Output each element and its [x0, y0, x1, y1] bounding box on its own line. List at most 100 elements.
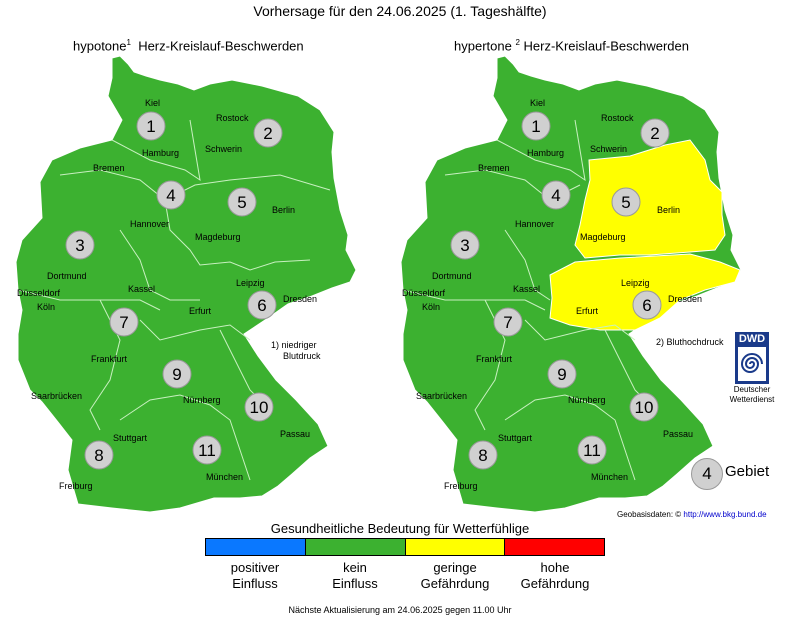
region-marker-10: 10: [629, 392, 659, 422]
svg-text:3: 3: [75, 236, 84, 255]
legend-label-low-risk: geringe Gefährdung: [405, 560, 505, 592]
region-marker-4: 4: [541, 180, 571, 210]
legend-swatch-positive: [206, 539, 306, 555]
dwd-name-line1: Deutscher: [733, 385, 771, 394]
footnote-1-line1: 1) niedriger: [271, 340, 317, 350]
city-label: Köln: [422, 302, 440, 312]
region-marker-2: 2: [253, 118, 283, 148]
city-label: Nürnberg: [183, 395, 221, 405]
svg-text:11: 11: [583, 441, 601, 460]
svg-text:8: 8: [94, 446, 103, 465]
legend-label-line: geringe: [433, 560, 477, 575]
legend-swatch-high-risk: [505, 539, 604, 555]
dwd-swirl-icon: [738, 347, 766, 381]
city-label: Rostock: [216, 113, 249, 123]
region-marker-11: 11: [192, 435, 222, 465]
city-label: Saarbrücken: [31, 391, 82, 401]
svg-text:1: 1: [146, 117, 155, 136]
city-label: Magdeburg: [195, 232, 241, 242]
region-markers-left: 1 2 3 4 5 6 7 8 9 10 11: [65, 111, 283, 470]
legend-swatch-low-risk: [405, 539, 506, 555]
svg-text:2: 2: [263, 124, 272, 143]
map-footnote-mark: 1: [126, 38, 131, 47]
svg-text:6: 6: [642, 296, 651, 315]
city-label: Berlin: [657, 205, 680, 215]
geobasis-link[interactable]: http://www.bkg.bund.de: [683, 510, 767, 519]
region-5-yellow: [574, 139, 726, 259]
map-type-label: hypertone: [454, 38, 512, 54]
city-label: Frankfurt: [476, 354, 513, 364]
region-marker-3: 3: [450, 230, 480, 260]
legend-label-line: Einfluss: [232, 576, 278, 591]
city-label: Stuttgart: [498, 433, 533, 443]
city-label: Dortmund: [432, 271, 472, 281]
city-label: Schwerin: [590, 144, 627, 154]
city-label: Rostock: [601, 113, 634, 123]
map-type-label: hypotone: [73, 38, 127, 54]
city-label: Nürnberg: [568, 395, 606, 405]
dwd-logo-text: DWD: [738, 333, 766, 345]
legend-title: Gesundheitliche Bedeutung für Wetterfühl…: [270, 521, 530, 536]
svg-text:1: 1: [531, 117, 540, 136]
region-marker-1: 1: [521, 111, 551, 141]
germany-outline-left: [15, 55, 357, 513]
footnote-1-line2: Blutdruck: [283, 351, 321, 361]
legend-label-high-risk: hohe Gefährdung: [505, 560, 605, 592]
city-label: Düsseldorf: [17, 288, 61, 298]
map-footnote-mark: 2: [515, 38, 520, 47]
dwd-logo: DWD: [735, 332, 769, 384]
city-label: Frankfurt: [91, 354, 128, 364]
region-marker-10: 10: [244, 392, 274, 422]
region-marker-6: 6: [632, 290, 662, 320]
legend-color-bar: [205, 538, 605, 556]
city-label: Hannover: [130, 219, 169, 229]
region-marker-4: 4: [156, 180, 186, 210]
city-labels-left: Kiel Rostock Hamburg Schwerin Bremen Han…: [17, 98, 317, 491]
region-marker-1: 1: [136, 111, 166, 141]
city-label: Hannover: [515, 219, 554, 229]
city-label: Hamburg: [142, 148, 179, 158]
city-label: Leipzig: [621, 278, 650, 288]
svg-text:9: 9: [172, 365, 181, 384]
map-subject-label: Herz-Kreislauf-Beschwerden: [523, 38, 689, 54]
area-legend-marker: 4: [691, 458, 723, 490]
city-label: Leipzig: [236, 278, 265, 288]
city-label: Freiburg: [59, 481, 93, 491]
region-marker-7: 7: [493, 307, 523, 337]
svg-text:8: 8: [478, 446, 487, 465]
footnote-2: 2) Bluthochdruck: [656, 337, 724, 347]
svg-text:9: 9: [557, 365, 566, 384]
legend-label-line: Gefährdung: [420, 576, 490, 591]
svg-text:6: 6: [257, 296, 266, 315]
svg-text:11: 11: [198, 441, 216, 460]
region-marker-5: 5: [611, 187, 641, 217]
region-marker-9: 9: [547, 359, 577, 389]
city-label: Kiel: [530, 98, 545, 108]
geobasis-credit: Geobasisdaten: © http://www.bkg.bund.de: [617, 510, 767, 519]
city-label: Hamburg: [527, 148, 564, 158]
city-label: Bremen: [478, 163, 510, 173]
legend-label-neutral: kein Einfluss: [305, 560, 405, 592]
svg-text:5: 5: [237, 193, 246, 212]
city-label: Saarbrücken: [416, 391, 467, 401]
city-label: München: [206, 472, 243, 482]
geobasis-prefix: Geobasisdaten: ©: [617, 510, 682, 519]
city-labels-right: Kiel Rostock Hamburg Schwerin Bremen Han…: [402, 98, 702, 491]
city-label: Düsseldorf: [402, 288, 446, 298]
city-label: Schwerin: [205, 144, 242, 154]
region-marker-9: 9: [162, 359, 192, 389]
svg-text:10: 10: [635, 398, 654, 417]
city-label: Stuttgart: [113, 433, 148, 443]
city-label: Passau: [280, 429, 310, 439]
legend-swatch-neutral: [305, 539, 406, 555]
city-label: Köln: [37, 302, 55, 312]
legend-label-line: positiver: [230, 560, 280, 575]
region-marker-3: 3: [65, 230, 95, 260]
city-label: Dortmund: [47, 271, 87, 281]
map-title-hypertone: hypertone 2 Herz-Kreislauf-Beschwerden: [454, 38, 689, 53]
svg-text:3: 3: [460, 236, 469, 255]
city-label: Bremen: [93, 163, 125, 173]
city-label: Erfurt: [189, 306, 212, 316]
region-markers-right: 1 2 3 4 5 6 7 8 9 10 11: [450, 111, 670, 470]
